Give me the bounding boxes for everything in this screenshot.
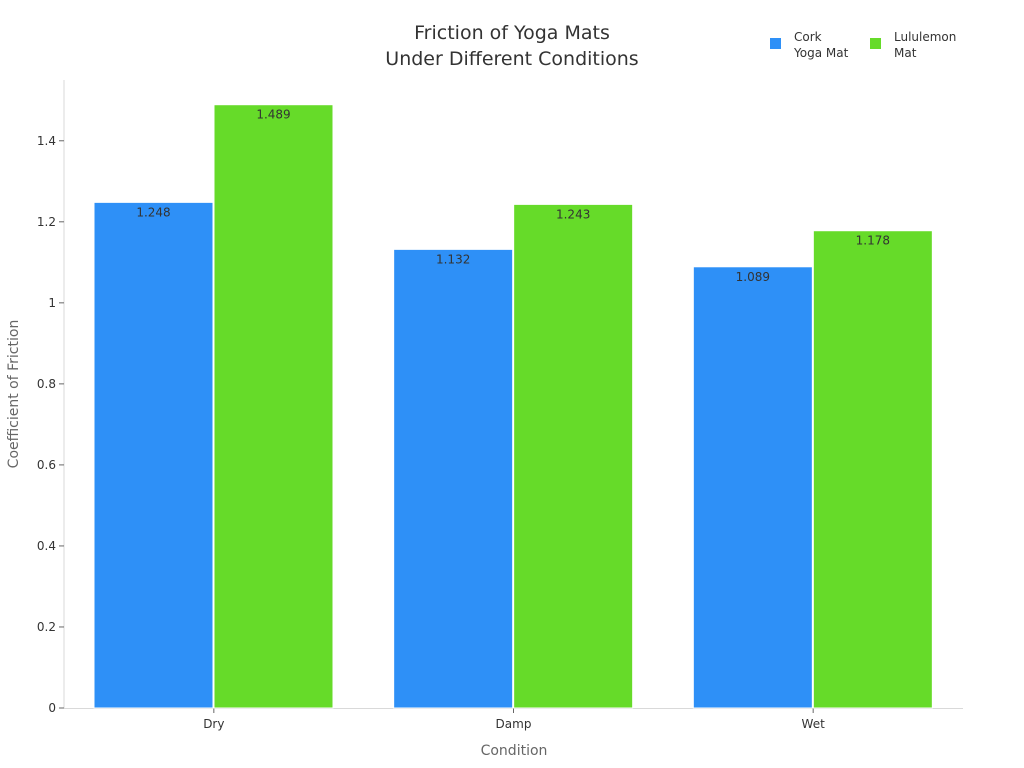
bar bbox=[812, 230, 933, 709]
legend-item-cork-yoga-mat[interactable]: Cork Yoga Mat bbox=[770, 29, 874, 61]
y-tick-label: 1.2 bbox=[37, 215, 56, 229]
chart-title-line-1: Friction of Yoga Mats bbox=[414, 22, 610, 44]
y-tick-label: 0.8 bbox=[37, 377, 56, 391]
bar-value-label: 1.248 bbox=[136, 205, 170, 219]
bar bbox=[692, 266, 813, 709]
bar-value-label: 1.178 bbox=[856, 234, 890, 248]
y-tick-label: 1.4 bbox=[37, 134, 56, 148]
y-tick-label: 0.4 bbox=[37, 539, 56, 553]
chart-title: Friction of Yoga Mats Under Different Co… bbox=[262, 20, 762, 72]
bar-value-label: 1.089 bbox=[736, 270, 770, 284]
y-tick-label: 1 bbox=[48, 296, 56, 310]
legend-label-line: Lululemon bbox=[894, 30, 957, 44]
bar-value-label: 1.489 bbox=[256, 108, 290, 122]
x-tick-label: Damp bbox=[496, 717, 532, 731]
y-tick-label: 0.2 bbox=[37, 620, 56, 634]
legend-swatch-lululemon-mat bbox=[870, 38, 881, 49]
y-tick-label: 0 bbox=[48, 701, 56, 715]
legend-label-line: Mat bbox=[894, 46, 917, 60]
bar bbox=[393, 248, 514, 709]
x-axis-title: Condition bbox=[480, 743, 548, 759]
bar-value-label: 1.132 bbox=[436, 252, 470, 266]
legend-label-line: Yoga Mat bbox=[794, 46, 849, 60]
bar bbox=[513, 203, 634, 709]
y-tick-label: 0.6 bbox=[37, 458, 56, 472]
legend-label-lululemon-mat: Lululemon Mat bbox=[894, 29, 974, 61]
legend-swatch-cork-yoga-mat bbox=[770, 38, 781, 49]
x-tick-label: Wet bbox=[802, 717, 826, 731]
chart-title-line-2: Under Different Conditions bbox=[385, 48, 639, 70]
legend-label-cork-yoga-mat: Cork Yoga Mat bbox=[794, 29, 874, 61]
x-tick-label: Dry bbox=[203, 717, 224, 731]
legend-item-lululemon-mat[interactable]: Lululemon Mat bbox=[870, 29, 974, 61]
bar bbox=[93, 201, 214, 709]
bar-value-label: 1.243 bbox=[556, 207, 590, 221]
legend-label-line: Cork bbox=[794, 30, 822, 44]
bar bbox=[213, 104, 334, 709]
